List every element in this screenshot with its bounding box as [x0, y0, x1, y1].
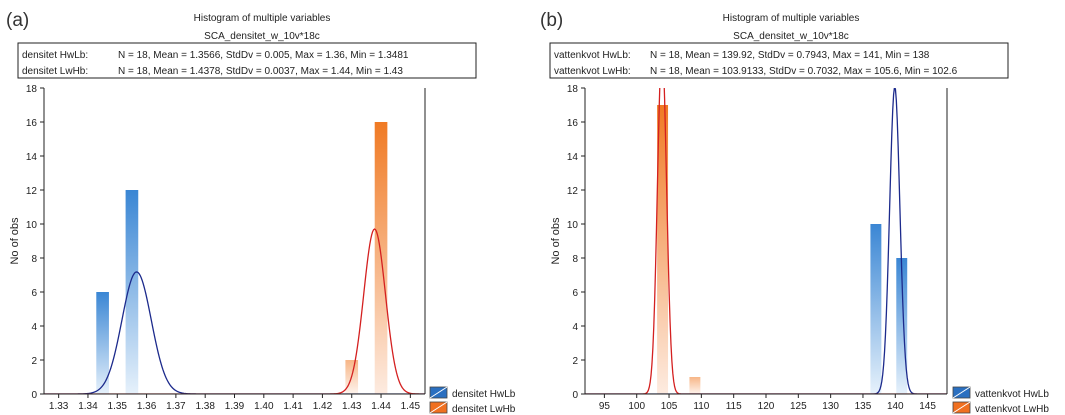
- x-tick-label: 1.43: [342, 401, 362, 412]
- x-tick-label: 115: [726, 401, 742, 412]
- x-tick-label: 1.38: [195, 401, 215, 412]
- x-tick-label: 100: [628, 401, 645, 412]
- x-tick-label: 1.34: [78, 401, 98, 412]
- normal-fit-curve: [44, 271, 425, 394]
- histogram-panel-a: (a) Histogram of multiple variables SCA_de…: [6, 10, 516, 415]
- x-tick-label: 95: [599, 401, 611, 412]
- x-tick-label: 1.36: [137, 401, 157, 412]
- legend-label: vattenkvot LwHb: [975, 404, 1049, 415]
- y-tick-label: 6: [31, 288, 37, 299]
- y-axis-label: No of obs: [9, 217, 21, 265]
- x-tick-label: 120: [758, 401, 775, 412]
- stats-name: densitet LwHb:: [22, 66, 88, 77]
- legend-label: densitet LwHb: [452, 404, 516, 415]
- histogram-panel-b: (b) Histogram of multiple variables SCA_de…: [540, 10, 1049, 415]
- x-tick-label: 145: [919, 401, 936, 412]
- histogram-bar: [689, 377, 701, 394]
- histogram-bar: [96, 292, 109, 394]
- y-tick-label: 0: [572, 390, 578, 401]
- stats-name: vattenkvot LwHb:: [554, 66, 631, 77]
- y-tick-label: 12: [26, 186, 38, 197]
- y-axis-label: No of obs: [550, 217, 562, 265]
- y-tick-label: 2: [31, 356, 37, 367]
- histogram-bar: [896, 258, 908, 394]
- chart-title: Histogram of multiple variables: [723, 13, 860, 24]
- chart-subtitle: SCA_densitet_w_10v*18c: [204, 31, 320, 42]
- x-tick-label: 1.45: [401, 401, 421, 412]
- x-tick-label: 1.35: [108, 401, 128, 412]
- legend-swatch-hatch: [952, 401, 971, 414]
- y-tick-label: 4: [31, 322, 37, 333]
- legend-swatch-hatch: [429, 401, 448, 414]
- x-tick-label: 1.44: [371, 401, 391, 412]
- x-tick-label: 105: [661, 401, 678, 412]
- y-tick-label: 10: [26, 220, 38, 231]
- x-tick-label: 1.33: [49, 401, 69, 412]
- normal-fit-curve: [585, 88, 947, 394]
- legend-label: densitet HwLb: [452, 389, 516, 400]
- x-tick-label: 125: [790, 401, 807, 412]
- histogram-bar: [657, 105, 669, 394]
- x-tick-label: 135: [855, 401, 872, 412]
- stats-box: [17, 42, 477, 79]
- y-tick-label: 12: [567, 186, 579, 197]
- x-tick-label: 1.37: [166, 401, 186, 412]
- x-tick-label: 140: [887, 401, 904, 412]
- x-tick-label: 1.40: [254, 401, 274, 412]
- legend-label: vattenkvot HwLb: [975, 389, 1049, 400]
- normal-fit-curve: [585, 88, 947, 394]
- stats-name: densitet HwLb:: [22, 50, 88, 61]
- y-tick-label: 16: [567, 118, 579, 129]
- stats-text: N = 18, Mean = 1.3566, StdDv = 0.005, Ma…: [118, 50, 409, 61]
- y-tick-label: 18: [26, 84, 38, 95]
- histogram-bar: [870, 224, 882, 394]
- panel-label: (a): [6, 10, 29, 31]
- y-tick-label: 18: [567, 84, 579, 95]
- histogram-bar: [125, 190, 139, 394]
- legend-swatch-hatch: [429, 386, 448, 399]
- panel-label: (b): [540, 10, 563, 31]
- y-tick-label: 0: [31, 390, 37, 401]
- stats-text: N = 18, Mean = 139.92, StdDv = 0.7943, M…: [650, 50, 930, 61]
- legend-swatch-hatch: [952, 386, 971, 399]
- y-tick-label: 14: [26, 152, 38, 163]
- stats-name: vattenkvot HwLb:: [554, 50, 631, 61]
- chart-subtitle: SCA_densitet_w_10v*18c: [733, 31, 849, 42]
- y-tick-label: 6: [572, 288, 578, 299]
- x-tick-label: 110: [693, 401, 709, 412]
- y-tick-label: 16: [26, 118, 38, 129]
- chart-title: Histogram of multiple variables: [194, 13, 331, 24]
- y-tick-label: 10: [567, 220, 579, 231]
- x-tick-label: 1.42: [313, 401, 333, 412]
- x-tick-label: 1.39: [225, 401, 245, 412]
- y-tick-label: 2: [572, 356, 578, 367]
- y-tick-label: 14: [567, 152, 579, 163]
- stats-box: [549, 42, 1009, 79]
- normal-fit-curve: [44, 228, 425, 394]
- y-tick-label: 8: [572, 254, 578, 265]
- y-tick-label: 8: [31, 254, 37, 265]
- y-tick-label: 4: [572, 322, 578, 333]
- x-tick-label: 130: [822, 401, 839, 412]
- stats-text: N = 18, Mean = 1.4378, StdDv = 0.0037, M…: [118, 66, 403, 77]
- stats-text: N = 18, Mean = 103.9133, StdDv = 0.7032,…: [650, 66, 958, 77]
- x-tick-label: 1.41: [283, 401, 303, 412]
